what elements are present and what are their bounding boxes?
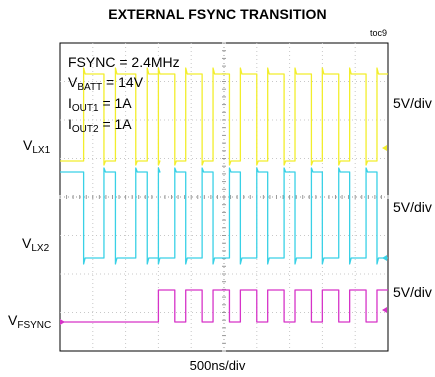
figure-tag: toc9 [369,28,387,38]
scale-label-vfsync: 5V/div [393,284,432,300]
x-axis-label: 500ns/div [189,358,246,373]
setting-fsync: FSYNC = 2.4MHz [68,54,180,70]
level-marker-vlx1 [382,145,387,151]
plot-traces [60,67,388,323]
trace-label-vfsync: VFSYNC [8,312,52,331]
scale-label-vlx2: 5V/div [393,199,432,215]
level-marker-vlx2 [382,255,387,261]
plot-markers [60,145,387,325]
trace-label-vlx1: VLX1 [23,137,51,156]
trace-label-vlx2: VLX2 [22,235,50,254]
ground-marker-vfsync [60,319,65,325]
trace-fsync [60,289,388,323]
setting-iout2: IOUT2 = 1A [68,116,132,135]
setting-iout1: IOUT1 = 1A [68,95,132,114]
trace-lx1 [60,67,388,166]
chart-title: EXTERNAL FSYNC TRANSITION [108,6,327,22]
trace-lx2 [60,167,388,265]
level-marker-vfsync [382,307,387,313]
scale-label-vlx1: 5V/div [393,95,432,111]
setting-vbatt: VBATT = 14V [68,74,144,93]
